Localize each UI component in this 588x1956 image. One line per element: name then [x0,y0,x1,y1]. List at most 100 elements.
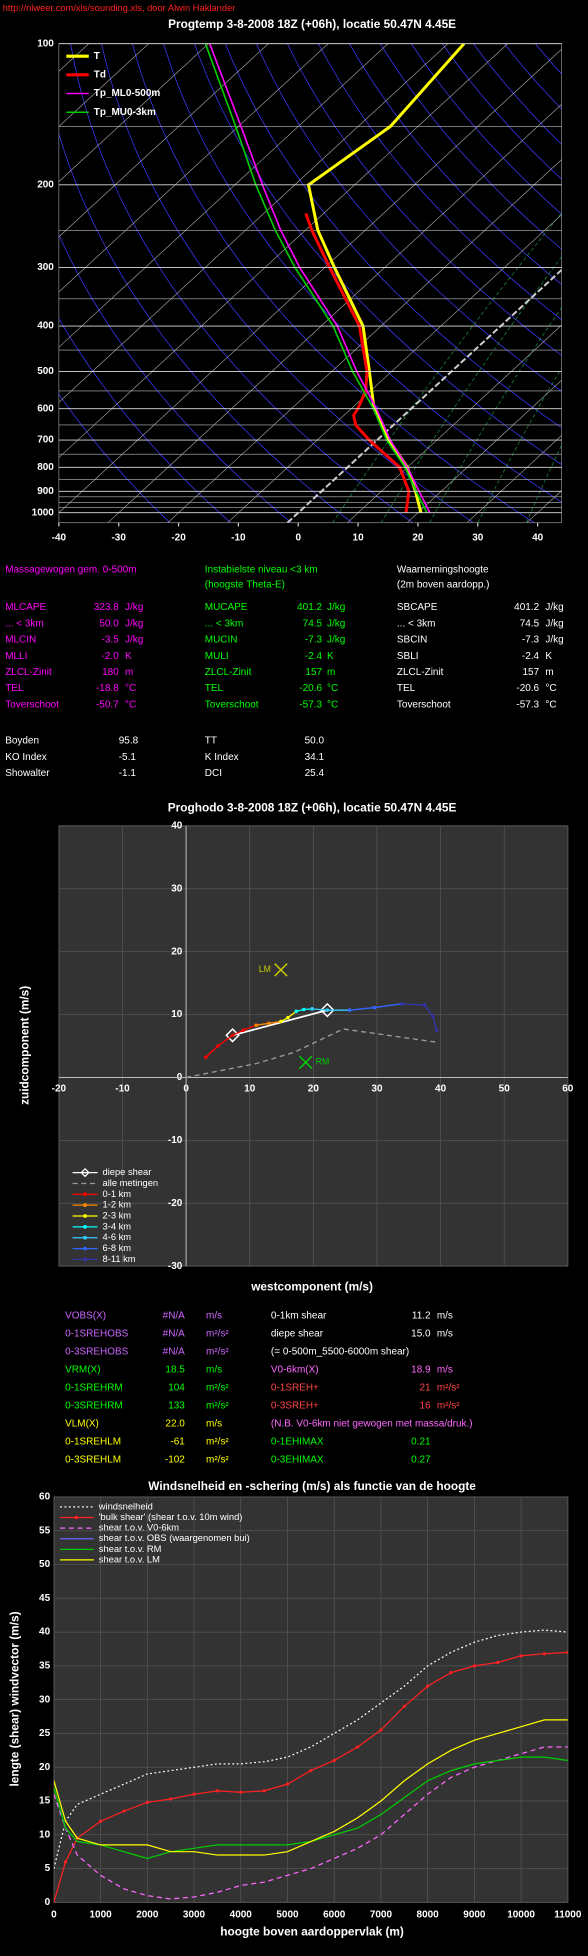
legend-label: T [94,51,100,62]
point-marker [216,1044,220,1048]
index-label: TEL [397,683,416,694]
x-tick-label: 40 [532,532,544,543]
hodo-cell: 15.0 [411,1329,431,1340]
point-marker [53,1900,56,1903]
hodo-cell: m²/s² [206,1454,229,1465]
plot-layer [185,963,439,1079]
index-unit: °C [327,683,338,694]
x-tick-label: 20 [412,532,424,543]
hodo-cell: -102 [165,1454,185,1465]
hodo-cell: 0-3SREHLM [65,1454,121,1465]
x-tick-label: -20 [171,532,186,543]
hodo-cell: #N/A [163,1311,186,1322]
x-tick-label: 8000 [417,1909,440,1920]
index-label: Toverschoot [5,699,59,710]
column-header: Waarnemingshoogte [397,565,489,576]
index-value: 401.2 [297,602,322,613]
isotherm [58,48,562,514]
dry-adiabat [58,234,292,523]
legend-label: diepe shear [103,1167,152,1177]
index-unit: K [327,651,334,662]
index-value: -57.3 [299,699,322,710]
index-unit: J/kg [125,635,143,646]
index-value: 323.8 [94,602,119,613]
dry-adiabat [70,43,413,523]
storm-motion-label: LM [259,964,271,974]
x-tick-label: 0 [51,1909,57,1920]
column-header: (2m boven aardopp.) [397,580,490,591]
point-marker [431,1014,435,1019]
y-tick-label: 0 [45,1897,51,1908]
hodo-cell: m/s [206,1311,222,1322]
dry-adiabat [317,43,562,321]
index-value: 401.2 [514,602,539,613]
hodo-cell: 0-1SREHOBS [65,1329,129,1340]
dry-adiabat [58,393,171,523]
y-tick-label: 20 [39,1762,51,1773]
legend-label: windsnelheid [98,1501,153,1511]
point-marker [355,1745,360,1749]
y-tick-label: -30 [168,1261,183,1272]
index-label: DCI [205,768,222,779]
index-unit: J/kg [545,602,563,613]
index-value: -20.6 [516,683,539,694]
index-value: 34.1 [305,752,325,763]
x-tick-label: 60 [562,1083,574,1094]
storm-motion-label: RM [316,1057,330,1067]
point-marker [472,1664,476,1668]
isotherm [58,43,209,183]
legend-label: Tp_ML0-500m [94,88,161,99]
hodograph-line [401,1003,438,1031]
x-tick-label: 6000 [323,1909,346,1920]
legend-marker [83,1235,87,1240]
point-marker [279,1019,283,1024]
index-value: 50.0 [99,618,119,629]
isotherm [58,43,389,348]
y-tick-label: 200 [37,180,54,191]
y-tick-label: 1000 [32,507,55,518]
index-unit: °C [327,699,338,710]
index-unit: °C [545,699,556,710]
index-unit: J/kg [545,618,563,629]
diamond-marker [320,1002,335,1018]
index-value: 74.5 [520,618,540,629]
index-value: -5.1 [119,752,137,763]
chart-title: Progtemp 3-8-2008 18Z (+06h), locatie 50… [168,17,456,31]
index-unit: °C [125,683,136,694]
index-value: 180 [102,667,119,678]
index-unit: K [125,651,132,662]
hodo-cell: 104 [168,1383,185,1394]
hodo-cell: 0.21 [411,1436,431,1447]
isotherm [58,43,449,403]
hodo-cell: m²/s² [206,1329,229,1340]
y-tick-label: 40 [39,1627,51,1638]
hodo-cell: #N/A [163,1329,186,1340]
point-marker [519,1654,523,1658]
point-marker [566,1650,568,1654]
y-tick-label: -20 [168,1198,183,1209]
index-unit: J/kg [545,635,563,646]
hodo-cell: m²/s² [206,1383,229,1394]
hodo-cell: 0-1km shear [271,1311,327,1322]
hodo-cell: 21 [420,1383,432,1394]
point-marker [286,1015,290,1020]
point-marker [267,1021,271,1026]
legend-marker [83,1214,87,1218]
x-axis-label: hoogte boven aardoppervlak (m) [220,1924,404,1938]
hodo-cell: #N/A [163,1347,186,1358]
index-unit: J/kg [327,635,345,646]
index-label: KO Index [5,752,47,763]
point-marker [145,1800,149,1804]
hodograph-line [185,1028,437,1079]
legend-label: 'bulk shear' (shear t.o.v. 10m wind) [99,1512,243,1522]
storm-motion-marker [298,1055,313,1070]
index-unit: K [545,651,552,662]
point-marker [402,1704,406,1709]
y-tick-label: 800 [37,462,54,473]
index-value: -2.4 [522,651,540,662]
point-marker [285,1782,290,1786]
index-label: MLCIN [5,635,36,646]
legend-label: 4-6 km [103,1232,132,1242]
dry-adiabat [225,43,562,429]
x-tick-label: -40 [52,532,67,543]
